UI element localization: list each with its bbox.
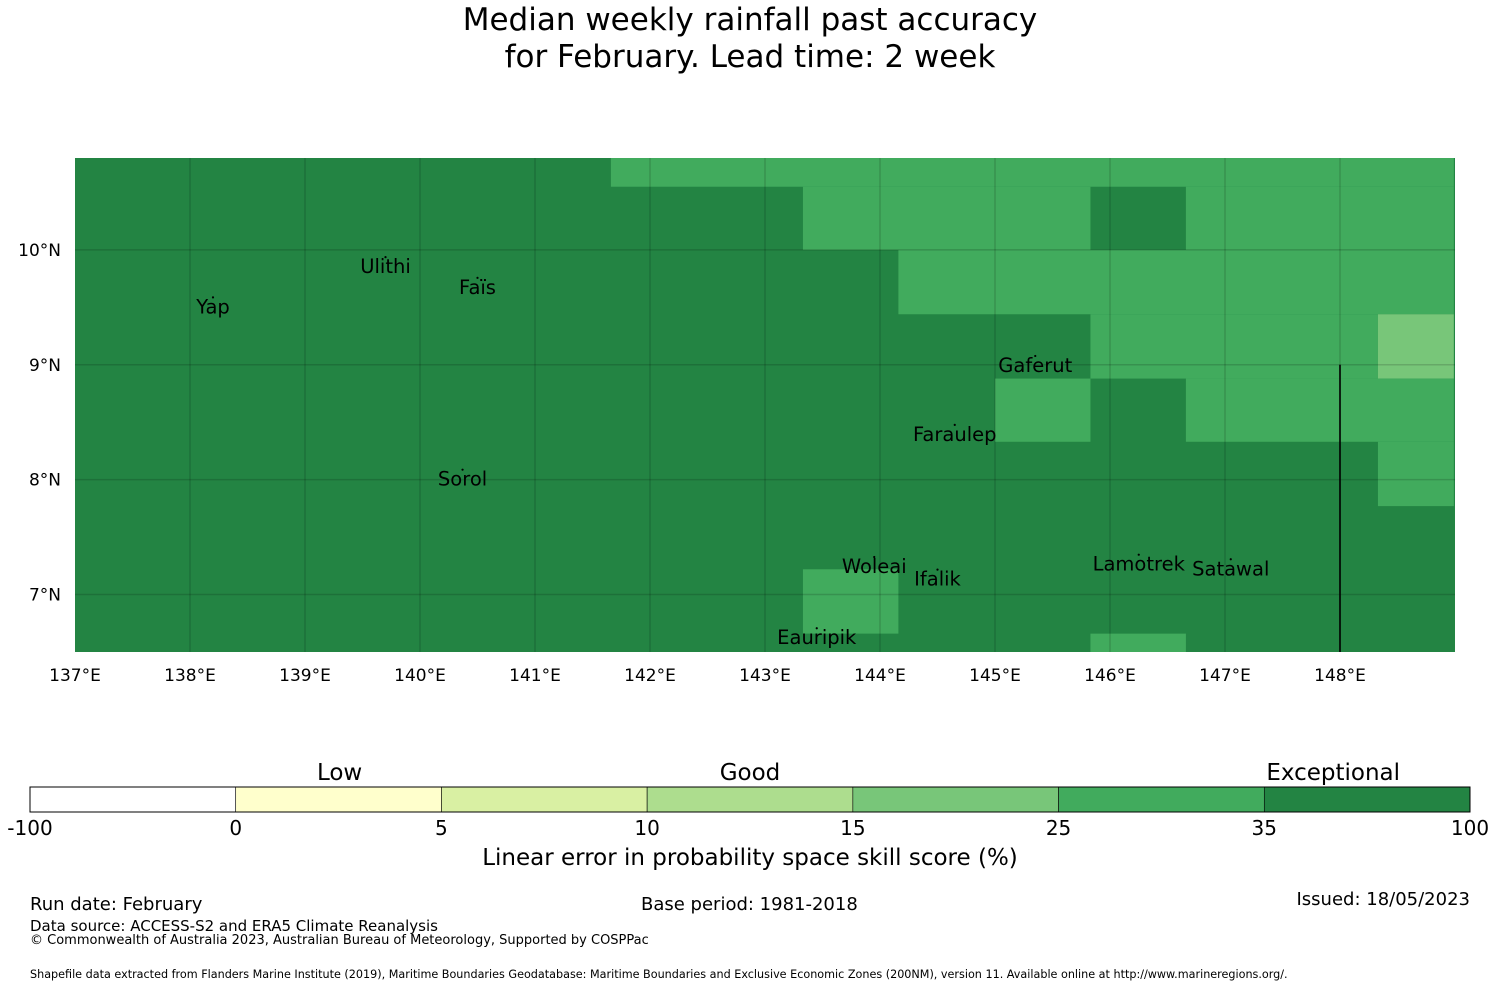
lon-tick-label: 141°E (509, 666, 561, 686)
lon-tick-label: 147°E (1199, 666, 1251, 686)
island-marker (815, 627, 818, 630)
lat-tick-label: 7°N (29, 586, 61, 606)
skill-cell (610, 158, 1454, 187)
colorbar-tick-label: 25 (1045, 816, 1072, 840)
skill-cell (1090, 633, 1186, 652)
base-period: Base period: 1981-2018 (641, 894, 858, 915)
lon-tick-label: 143°E (739, 666, 791, 686)
run-date: Run date: February (30, 894, 203, 915)
colorbar-segment (646, 786, 854, 813)
lat-tick-label: 9°N (29, 356, 61, 376)
colorbar-segment (852, 786, 1059, 813)
colorbar-tick-label: 15 (840, 816, 866, 840)
island-label: Ulithi (360, 255, 411, 278)
lat-tick-label: 10°N (18, 241, 61, 261)
colorbar-segment (235, 786, 442, 813)
data-source: Data source: ACCESS-S2 and ERA5 Climate … (30, 917, 438, 935)
colorbar-category-label: Exceptional (1266, 760, 1401, 786)
skill-cell (1185, 378, 1454, 442)
colorbar-segment (1058, 786, 1265, 813)
lon-tick-label: 148°E (1314, 666, 1366, 686)
island-label: Faïs (459, 276, 496, 299)
colorbar-tick-label: 10 (634, 816, 660, 840)
colorbar-tick-label: 0 (229, 816, 243, 840)
lon-tick-label: 144°E (854, 666, 906, 686)
skill-cell (1377, 314, 1454, 379)
colorbar-segment (29, 786, 237, 813)
island-label: Woleai (842, 555, 907, 578)
island-label: Faraulep (913, 423, 997, 446)
lon-tick-label: 145°E (969, 666, 1021, 686)
island-marker (1229, 558, 1232, 561)
island-label: Yap (195, 295, 230, 318)
lon-tick-label: 140°E (394, 666, 446, 686)
lat-tick-label: 8°N (29, 471, 61, 491)
colorbar-segment (1263, 786, 1471, 813)
island-marker (476, 276, 479, 279)
skill-cell (802, 569, 899, 634)
skill-cell (802, 186, 1091, 250)
island-marker (211, 296, 215, 299)
colorbar-tick-label: 100 (1450, 816, 1490, 840)
colorbar-tick-label: 5 (435, 816, 448, 840)
title-line-1: Median weekly rainfall past accuracy (462, 2, 1038, 38)
skill-cell (995, 378, 1091, 442)
island-marker (461, 468, 464, 471)
colorbar-tick-label: 35 (1251, 816, 1278, 840)
island-marker (1137, 553, 1140, 556)
island-marker (873, 555, 876, 559)
island-marker (1034, 354, 1037, 358)
colorbar-title: Linear error in probability space skill … (482, 845, 1018, 871)
figure-title: Median weekly rainfall past accuracy for… (0, 2, 1500, 76)
island-marker (384, 256, 387, 259)
colorbar-category-label: Good (719, 760, 781, 786)
island-label: Satawal (1192, 557, 1269, 580)
island-label: Lamotrek (1093, 553, 1186, 576)
title-line-2: for February. Lead time: 2 week (504, 39, 996, 75)
lon-tick-label: 139°E (279, 666, 331, 686)
shapefile-credit: Shapefile data extracted from Flanders M… (30, 968, 1288, 981)
colorbar-tick-label: -100 (7, 816, 53, 840)
colorbar-frame (29, 786, 1471, 813)
skill-cell (898, 249, 1454, 315)
skill-cell (1090, 314, 1378, 379)
issued-date: Issued: 18/05/2023 (1296, 889, 1470, 910)
island-marker (936, 568, 939, 571)
lon-tick-label: 137°E (49, 666, 101, 686)
lon-tick-label: 142°E (624, 666, 676, 686)
lon-tick-label: 146°E (1084, 666, 1136, 686)
island-label: Gaferut (998, 354, 1072, 377)
copyright: © Commonwealth of Australia 2023, Austra… (30, 933, 649, 948)
island-marker (953, 423, 956, 426)
skill-cell (1185, 186, 1454, 250)
skill-cell (1377, 441, 1454, 507)
colorbar-category-label: Low (316, 760, 363, 786)
island-label: Ifalik (914, 568, 961, 591)
island-label: Sorol (438, 468, 487, 491)
island-label: Eauripik (777, 626, 857, 649)
colorbar-segment (441, 786, 648, 813)
lon-tick-label: 138°E (164, 666, 216, 686)
